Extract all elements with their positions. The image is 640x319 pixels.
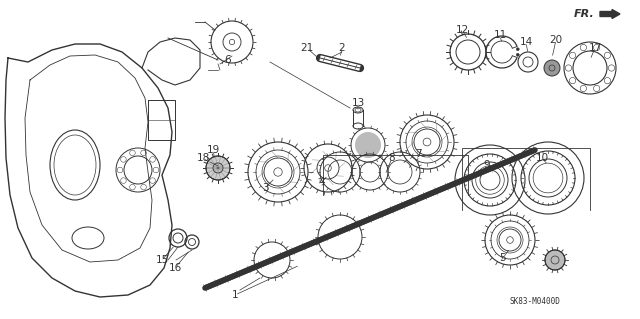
Circle shape — [355, 132, 381, 158]
Text: 21: 21 — [300, 43, 314, 53]
Circle shape — [544, 60, 560, 76]
Text: 12: 12 — [456, 25, 468, 35]
Text: 13: 13 — [351, 98, 365, 108]
Text: 9: 9 — [484, 160, 490, 170]
Circle shape — [206, 156, 230, 180]
Text: SK83-M0400D: SK83-M0400D — [510, 298, 561, 307]
Text: 16: 16 — [168, 263, 182, 273]
Text: 19: 19 — [206, 145, 220, 155]
Text: 2: 2 — [339, 43, 346, 53]
Circle shape — [516, 48, 519, 51]
Text: FR.: FR. — [574, 9, 595, 19]
Text: 10: 10 — [536, 153, 548, 163]
Text: 3: 3 — [262, 183, 268, 193]
Text: 18: 18 — [196, 153, 210, 163]
Text: 11: 11 — [493, 30, 507, 40]
Text: 14: 14 — [520, 37, 532, 47]
Circle shape — [545, 250, 565, 270]
Circle shape — [516, 53, 519, 56]
Text: 20: 20 — [549, 35, 563, 45]
Text: 5: 5 — [500, 253, 506, 263]
Text: 7: 7 — [415, 149, 421, 159]
Text: 1: 1 — [232, 290, 238, 300]
FancyArrow shape — [600, 10, 620, 19]
Text: 4: 4 — [319, 177, 325, 187]
Text: 15: 15 — [156, 255, 168, 265]
Text: 6: 6 — [225, 55, 231, 65]
Text: 17: 17 — [588, 43, 602, 53]
Text: 8: 8 — [388, 153, 396, 163]
